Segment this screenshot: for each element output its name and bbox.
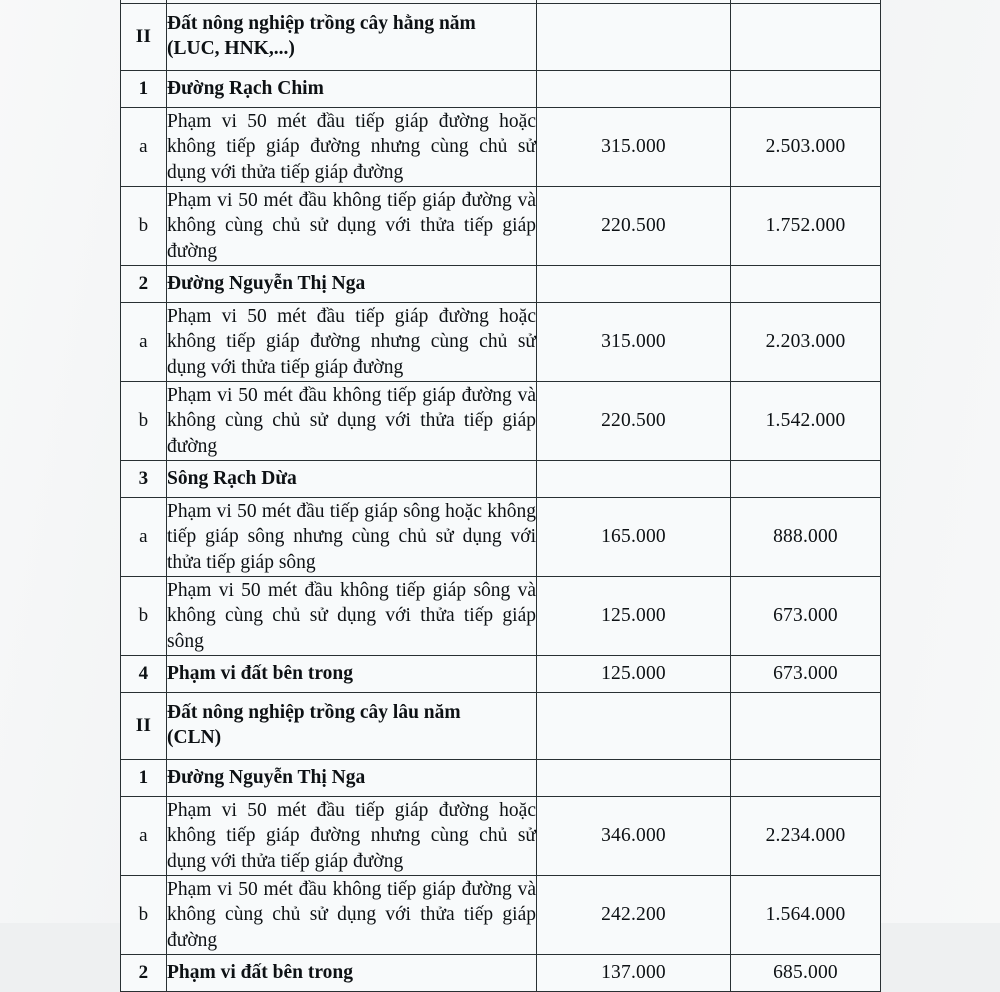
row-description: Phạm vi 50 mét đầu không tiếp giáp đường… (166, 186, 537, 266)
row-price-1: 346.000 (536, 796, 731, 876)
row-index: b (120, 875, 167, 955)
land-price-table: II Đất nông nghiệp trồng cây hằng năm (L… (120, 0, 881, 992)
row-description: Đất nông nghiệp trồng cây hằng năm (LUC,… (166, 3, 537, 71)
section-title-line-2: (LUC, HNK,...) (167, 38, 295, 59)
row-price-2: 888.000 (730, 497, 881, 577)
row-price-2 (730, 692, 881, 760)
row-price-2: 1.752.000 (730, 186, 881, 266)
row-index: a (120, 497, 167, 577)
row-index: b (120, 381, 167, 461)
row-index: 4 (120, 655, 167, 693)
row-description: Phạm vi đất bên trong (166, 655, 537, 693)
row-index: a (120, 796, 167, 876)
table-row: a Phạm vi 50 mét đầu tiếp giáp sông hoặc… (120, 497, 881, 577)
row-index: 1 (120, 70, 167, 108)
row-price-2 (730, 759, 881, 797)
row-price-1: 220.500 (536, 381, 731, 461)
table-row-section-cln: II Đất nông nghiệp trồng cây lâu năm (CL… (120, 692, 881, 760)
section-title-line-2: (CLN) (167, 727, 222, 748)
row-index: 1 (120, 759, 167, 797)
table-row-river-song-rach-dua: 3 Sông Rạch Dừa (120, 460, 881, 498)
row-price-1 (536, 70, 731, 108)
row-description: Phạm vi 50 mét đầu tiếp giáp đường hoặc … (166, 302, 537, 382)
row-price-1: 242.200 (536, 875, 731, 955)
table-row: a Phạm vi 50 mét đầu tiếp giáp đường hoặ… (120, 302, 881, 382)
table-row-inner-land: 4 Phạm vi đất bên trong 125.000 673.000 (120, 655, 881, 693)
table-row: b Phạm vi 50 mét đầu không tiếp giáp đườ… (120, 875, 881, 955)
row-description: Sông Rạch Dừa (166, 460, 537, 498)
section-title-line-1: Đất nông nghiệp trồng cây lâu năm (167, 702, 461, 724)
row-description: Phạm vi 50 mét đầu tiếp giáp đường hoặc … (166, 796, 537, 876)
row-price-2: 1.564.000 (730, 875, 881, 955)
table-row-cln-inner-land: 2 Phạm vi đất bên trong 137.000 685.000 (120, 954, 881, 992)
table-row: b Phạm vi 50 mét đầu không tiếp giáp đườ… (120, 186, 881, 266)
row-price-1 (536, 3, 731, 71)
row-price-2: 2.234.000 (730, 796, 881, 876)
row-price-1: 125.000 (536, 576, 731, 656)
row-description: Phạm vi 50 mét đầu không tiếp giáp sông … (166, 576, 537, 656)
row-description: Đường Nguyễn Thị Nga (166, 265, 537, 303)
row-price-1 (536, 460, 731, 498)
row-index: 2 (120, 954, 167, 992)
row-price-1 (536, 759, 731, 797)
row-description: Đường Nguyễn Thị Nga (166, 759, 537, 797)
row-index: 3 (120, 460, 167, 498)
table-row: a Phạm vi 50 mét đầu tiếp giáp đường hoặ… (120, 796, 881, 876)
row-price-2: 673.000 (730, 655, 881, 693)
table-row-road-nguyen-thi-nga: 2 Đường Nguyễn Thị Nga (120, 265, 881, 303)
table-row: a Phạm vi 50 mét đầu tiếp giáp đường hoặ… (120, 107, 881, 187)
section-title-line-1: Đất nông nghiệp trồng cây hằng năm (167, 13, 476, 35)
row-price-2: 685.000 (730, 954, 881, 992)
row-index: b (120, 576, 167, 656)
table-row: b Phạm vi 50 mét đầu không tiếp giáp đườ… (120, 381, 881, 461)
row-price-2: 1.542.000 (730, 381, 881, 461)
price-table-container: II Đất nông nghiệp trồng cây hằng năm (L… (120, 0, 881, 992)
row-description: Phạm vi 50 mét đầu không tiếp giáp đường… (166, 875, 537, 955)
row-price-2: 673.000 (730, 576, 881, 656)
table-row-cln-road-nguyen-thi-nga: 1 Đường Nguyễn Thị Nga (120, 759, 881, 797)
row-price-2: 2.203.000 (730, 302, 881, 382)
row-price-1: 137.000 (536, 954, 731, 992)
table-row-road-rach-chim: 1 Đường Rạch Chim (120, 70, 881, 108)
row-price-2 (730, 3, 881, 71)
row-index: II (120, 692, 167, 760)
row-index: II (120, 3, 167, 71)
row-price-1: 315.000 (536, 302, 731, 382)
row-price-1 (536, 692, 731, 760)
row-price-2 (730, 265, 881, 303)
row-price-2 (730, 460, 881, 498)
table-row-section-hnk: II Đất nông nghiệp trồng cây hằng năm (L… (120, 3, 881, 71)
row-description: Phạm vi 50 mét đầu tiếp giáp sông hoặc k… (166, 497, 537, 577)
row-price-1: 220.500 (536, 186, 731, 266)
row-index: b (120, 186, 167, 266)
row-price-2: 2.503.000 (730, 107, 881, 187)
table-row: b Phạm vi 50 mét đầu không tiếp giáp sôn… (120, 576, 881, 656)
row-index: 2 (120, 265, 167, 303)
row-price-2 (730, 70, 881, 108)
row-index: a (120, 302, 167, 382)
row-price-1 (536, 265, 731, 303)
row-description: Phạm vi 50 mét đầu không tiếp giáp đường… (166, 381, 537, 461)
row-description: Đất nông nghiệp trồng cây lâu năm (CLN) (166, 692, 537, 760)
row-description: Phạm vi đất bên trong (166, 954, 537, 992)
table-body: II Đất nông nghiệp trồng cây hằng năm (L… (120, 0, 881, 992)
row-price-1: 125.000 (536, 655, 731, 693)
row-index: a (120, 107, 167, 187)
row-price-1: 315.000 (536, 107, 731, 187)
row-description: Phạm vi 50 mét đầu tiếp giáp đường hoặc … (166, 107, 537, 187)
row-description: Đường Rạch Chim (166, 70, 537, 108)
row-price-1: 165.000 (536, 497, 731, 577)
